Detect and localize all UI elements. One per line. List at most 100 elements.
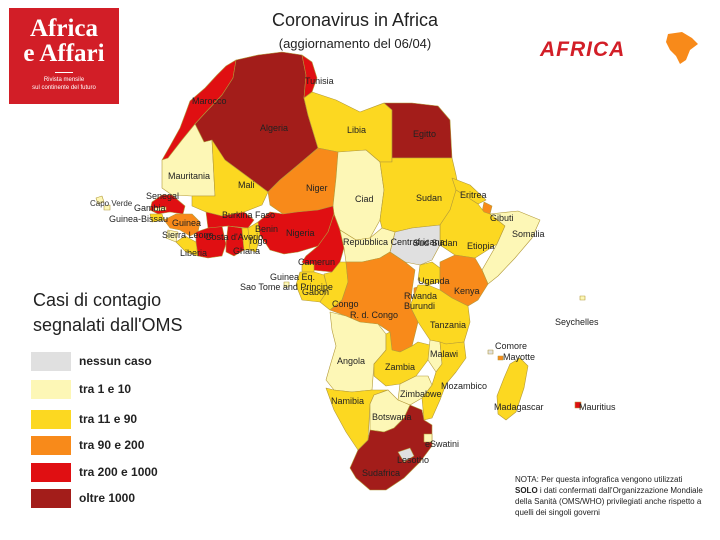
label-madagascar: Madagascar — [494, 402, 544, 412]
legend-label: nessun caso — [79, 354, 152, 368]
label-liberia: Liberia — [180, 248, 207, 258]
label-tunisia: Tunisia — [305, 76, 334, 86]
label-kenya: Kenya — [454, 286, 480, 296]
brand-text: AFRICA — [540, 38, 626, 61]
country-mozambique — [421, 341, 467, 421]
legend-swatch — [31, 352, 71, 371]
africa-e-affari-logo: Africa e Affari Rivista mensile sul cont… — [9, 8, 119, 104]
legend-item-200-1000: tra 200 e 1000 — [31, 463, 231, 483]
country-eswatini — [423, 433, 433, 443]
label-sudan: Sudan — [416, 193, 442, 203]
country-madagascar — [496, 357, 529, 421]
legend-label: tra 90 e 200 — [79, 438, 145, 452]
logo-line2: e Affari — [23, 40, 105, 67]
note-text: NOTA: Per questa infografica vengono uti… — [515, 474, 705, 518]
country-sao-tome — [283, 281, 290, 288]
legend-swatch — [31, 463, 71, 482]
label-burundi: Burundi — [404, 301, 435, 311]
legend-label: tra 11 e 90 — [79, 412, 138, 426]
label-egypt: Egitto — [413, 129, 436, 139]
legend-item-over-1000: oltre 1000 — [31, 489, 231, 509]
label-mali: Mali — [238, 180, 255, 190]
label-nigeria: Nigeria — [286, 228, 315, 238]
label-benin: Benin — [255, 224, 278, 234]
label-tanzania: Tanzania — [430, 320, 466, 330]
legend-swatch — [31, 380, 71, 399]
legend-item-1-10: tra 1 e 10 — [31, 380, 231, 400]
label-uganda: Uganda — [418, 276, 450, 286]
label-seychelles: Seychelles — [555, 317, 599, 327]
label-guinea: Guinea — [172, 218, 201, 228]
label-libya: Libia — [347, 125, 366, 135]
country-mayotte — [497, 355, 504, 361]
label-senegal: Senegal — [146, 191, 179, 201]
logo-line1: Africa — [29, 15, 99, 42]
map-subtitle: (aggiornamento del 06/04) — [278, 36, 432, 51]
country-cape-verde — [95, 195, 111, 211]
legend-swatch — [31, 436, 71, 455]
note-bold: SOLO — [515, 486, 538, 495]
label-sierra-leone: Sierra Leone — [162, 230, 214, 240]
label-botswana: Botswana — [372, 412, 412, 422]
label-malawi: Malawi — [430, 349, 458, 359]
logo-tagline2: sul continente del futuro — [32, 85, 96, 91]
label-car: Repubblica Centrafricana — [343, 237, 445, 247]
country-kenya — [439, 254, 489, 307]
label-burkina-faso: Burkina Faso — [222, 210, 275, 220]
label-mauritania: Mauritania — [168, 171, 210, 181]
label-lesotho: Lesotho — [397, 455, 429, 465]
country-comoros — [487, 349, 494, 355]
label-algeria: Algeria — [260, 123, 288, 133]
label-gabon: Gabon — [302, 287, 329, 297]
label-rwanda: Rwanda — [404, 291, 437, 301]
label-angola: Angola — [337, 356, 365, 366]
label-comoros: Comore — [495, 341, 527, 351]
label-drc: R. d. Congo — [350, 310, 398, 320]
country-somalia — [481, 210, 541, 285]
legend-title: Casi di contagio segnalati dall'OMS — [33, 288, 183, 338]
legend-swatch — [31, 410, 71, 429]
label-guinea-bissau: Guinea-Bissau — [109, 214, 168, 224]
country-south-africa — [349, 404, 433, 491]
label-ethiopia: Etiopia — [467, 241, 495, 251]
legend-item-none: nessun caso — [31, 352, 231, 372]
logo-tagline1: Rivista mensile — [43, 77, 85, 83]
note-prefix: NOTA: Per questa infografica vengono uti… — [515, 475, 683, 484]
country-angola — [325, 311, 387, 393]
logo-rule — [55, 72, 73, 73]
country-egypt — [383, 102, 453, 159]
map-title: Coronavirus in Africa — [271, 10, 439, 30]
label-zimbabwe: Zimbabwe — [400, 389, 442, 399]
africa-brand-logo: AFRICA — [540, 30, 700, 68]
label-sao-tome: Sao Tome and Principe — [240, 282, 333, 292]
label-somalia: Somalia — [512, 229, 545, 239]
label-togo: Togo — [248, 236, 268, 246]
label-djibouti: Gibuti — [490, 213, 514, 223]
label-gambia: Gambia — [134, 203, 166, 213]
label-ghana: Ghana — [233, 246, 260, 256]
note-suffix: i dati confermati dall'Organizzazione Mo… — [515, 486, 703, 517]
country-mauritius — [574, 401, 582, 409]
legend-label: tra 200 e 1000 — [79, 465, 158, 479]
label-cote-d-ivoire: Costa d'Avorio — [205, 232, 263, 242]
label-eswatini: eSwatini — [425, 439, 459, 449]
label-zambia: Zambia — [385, 362, 415, 372]
label-equatorial-guinea: Guinea Eq. — [270, 272, 315, 282]
label-south-africa: Sudafrica — [362, 468, 400, 478]
country-seychelles — [579, 295, 586, 301]
label-cameroon: Camerun — [298, 257, 335, 267]
label-mauritius: Mauritius — [579, 402, 616, 412]
legend-label: oltre 1000 — [79, 491, 136, 505]
label-congo: Congo — [332, 299, 359, 309]
label-niger: Niger — [306, 183, 328, 193]
legend-item-11-90: tra 11 e 90 — [31, 410, 231, 430]
country-benin — [247, 221, 261, 253]
country-lesotho — [397, 447, 415, 463]
label-morocco: Marocco — [192, 96, 227, 106]
legend-item-90-200: tra 90 e 200 — [31, 436, 231, 456]
label-south-sudan: Sud Sudan — [413, 238, 458, 248]
legend-title-line1: Casi di contagio — [33, 290, 162, 310]
country-burkina-faso — [205, 211, 255, 229]
label-chad: Ciad — [355, 194, 374, 204]
